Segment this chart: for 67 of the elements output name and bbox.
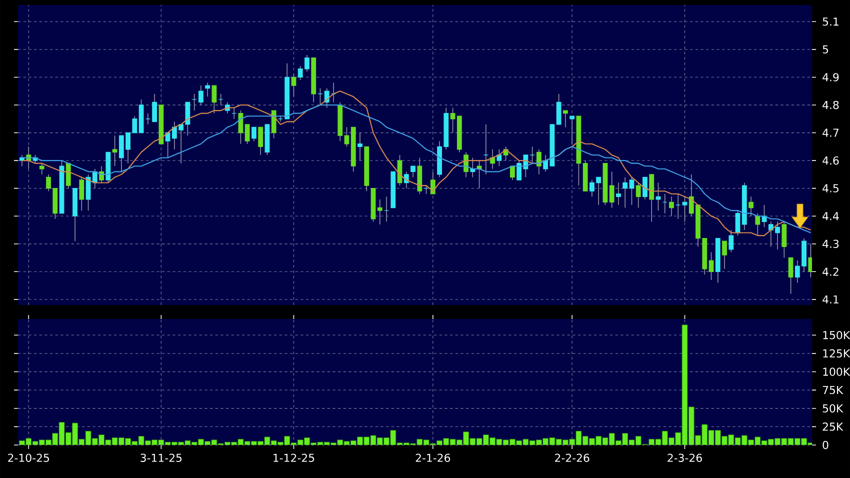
y-tick-label: 50K (822, 404, 844, 412)
candlestick (656, 182, 661, 211)
candlestick (728, 230, 734, 253)
candlestick (66, 162, 71, 189)
candlestick (629, 176, 634, 206)
y-tick-label: 5 (822, 45, 828, 54)
candlestick (536, 149, 542, 175)
x-tick-label: 1-12-25 (274, 454, 314, 462)
y-tick-label: 150K (823, 330, 850, 340)
candlestick (430, 171, 436, 194)
y-tick-label: 4.8 (822, 100, 839, 110)
candlestick (410, 166, 416, 178)
candlestick (510, 166, 515, 180)
candlestick (271, 110, 276, 139)
y-tick-label: 4.2 (822, 268, 838, 276)
x-tick-label: 2-3-26 (668, 454, 702, 462)
y-tick-label: 4.3 (822, 240, 839, 248)
candlestick (755, 212, 760, 236)
candlestick (669, 196, 674, 217)
candlestick (708, 252, 714, 280)
candlestick (112, 135, 118, 166)
candlestick (377, 199, 382, 225)
candlestick (609, 171, 614, 208)
candlestick (212, 85, 217, 114)
candlestick (782, 221, 787, 258)
y-tick-label: 25K (822, 422, 844, 431)
candlestick (570, 116, 575, 144)
candlestick (238, 110, 244, 144)
y-tick-label: 4.4 (822, 212, 839, 220)
candlestick (562, 110, 568, 128)
candlestick (252, 126, 256, 142)
y-tick-label: 4.6 (822, 156, 839, 165)
y-tick-label: 0 (822, 440, 828, 450)
candlestick (244, 124, 250, 144)
candlestick (636, 182, 641, 208)
candlestick (616, 182, 621, 206)
candlestick (622, 176, 628, 208)
candlestick (682, 196, 688, 222)
y-tick-label: 5.1 (822, 18, 838, 26)
candlestick (99, 166, 104, 184)
candlestick (205, 82, 210, 98)
x-tick-label: 2-10-25 (8, 454, 49, 462)
y-tick-label: 4.1 (822, 295, 838, 304)
candlestick (722, 240, 727, 270)
y-tick-label: 100K (823, 368, 850, 376)
candlestick (748, 196, 754, 217)
candlestick (258, 126, 264, 156)
candlestick (450, 107, 456, 134)
y-tick-label: 4.5 (822, 184, 838, 192)
candlestick (344, 126, 350, 148)
candlestick (39, 162, 44, 175)
candlestick (152, 93, 157, 122)
candlestick (198, 85, 204, 106)
y-tick-label: 4.7 (822, 128, 838, 137)
candlestick (291, 74, 296, 98)
y-tick-label: 4.9 (822, 73, 839, 82)
y-tick-label: 75K (822, 386, 844, 394)
x-tick-label: 2-2-26 (555, 454, 590, 462)
x-tick-label: 3-11-25 (140, 454, 182, 462)
x-tick-label: 2-1-26 (416, 454, 450, 462)
candlestick (788, 257, 794, 294)
candlestick (642, 176, 648, 200)
candlestick (358, 132, 362, 161)
candlestick (556, 93, 562, 125)
y-tick-label: 125K (823, 349, 850, 358)
candlestick (79, 176, 84, 211)
candlestick (496, 149, 502, 166)
